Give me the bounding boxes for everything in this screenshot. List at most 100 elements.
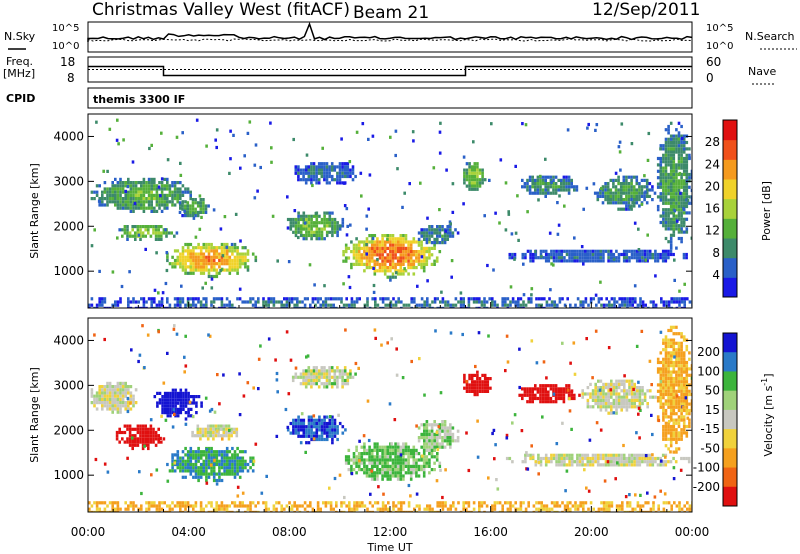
heatmap-cell [111,397,114,401]
heatmap-cell [662,166,665,170]
heatmap-cell [163,407,167,411]
heatmap-cell [376,246,379,250]
heatmap-cell [667,249,670,253]
heatmap-cell [205,242,208,247]
heatmap-cell [594,252,597,257]
heatmap-cell [348,504,351,508]
heatmap-cell [662,185,665,189]
heatmap-cell [478,184,482,188]
heatmap-cell [355,130,359,134]
heatmap-cell [399,464,403,468]
heatmap-cell [333,378,337,383]
heatmap-cell [389,448,392,452]
heatmap-cell [129,385,133,389]
heatmap-cell [215,268,219,272]
heatmap-cell [669,160,673,164]
heatmap-cell [669,192,673,196]
heatmap-cell [150,504,153,508]
heatmap-cell [643,252,647,257]
heatmap-cell [630,178,633,182]
heatmap-cell [504,300,507,304]
heatmap-cell [583,249,587,253]
heatmap-cell [297,171,300,175]
heatmap-cell [534,396,537,401]
heatmap-cell [320,162,324,166]
heatmap-cell [543,297,546,301]
heatmap-cell [352,253,356,257]
heatmap-cell [555,249,558,253]
heatmap-cell [306,504,309,508]
heatmap-cell [389,237,392,241]
heatmap-cell [297,425,300,429]
heatmap-cell [468,377,471,381]
heatmap-cell [228,466,232,470]
heatmap-cell [142,190,146,194]
heatmap-cell [381,471,384,475]
heatmap-cell [680,220,683,225]
heatmap-cell [483,377,487,381]
heatmap-cell [150,193,153,197]
heatmap-cell [558,504,562,508]
heatmap-cell [368,474,371,478]
heatmap-cell [361,501,364,505]
heatmap-cell [602,507,606,511]
heatmap-cell [315,233,319,238]
heatmap-cell [641,392,644,396]
heatmap-cell [366,507,369,511]
heatmap-cell [656,357,660,361]
heatmap-cell [223,504,226,508]
heatmap-cell [656,195,660,199]
heatmap-cell [317,168,321,172]
heatmap-cell [147,443,150,447]
heatmap-cell [182,407,185,411]
heatmap-cell [531,178,534,182]
heatmap-cell [524,510,528,512]
heatmap-cell [184,475,187,479]
heatmap-cell [509,510,512,512]
heatmap-cell [210,446,213,451]
heatmap-cell [596,259,600,263]
heatmap-cell [241,246,245,250]
heatmap-cell [664,252,668,257]
heatmap-cell [662,144,665,148]
heatmap-cell [686,507,689,511]
heatmap-cell [638,191,641,195]
heatmap-cell [557,185,560,189]
heatmap-cell [88,507,91,511]
beam-label: Beam 21 [353,3,429,23]
heatmap-cell [436,442,439,446]
heatmap-cell [404,445,408,449]
heatmap-cell [596,252,600,257]
heatmap-cell [557,223,561,227]
heatmap-cell [685,217,689,221]
heatmap-cell [202,297,205,301]
heatmap-cell [430,439,434,443]
heatmap-cell [320,375,324,379]
heatmap-cell [194,255,198,259]
heatmap-cell [238,265,242,269]
heatmap-cell [363,458,366,462]
heatmap-cell [331,221,334,225]
heatmap-cell [315,214,319,218]
heatmap-cell [672,182,676,186]
heatmap-cell [111,197,114,201]
heatmap-cell [613,303,616,307]
heatmap-cell [506,501,510,505]
heatmap-cell [318,214,321,218]
heatmap-cell [677,140,681,145]
heatmap-cell [381,510,385,512]
heatmap-cell [396,269,400,273]
heatmap-cell [330,168,334,172]
heatmap-cell [594,256,597,260]
heatmap-cell [192,462,195,467]
heatmap-cell [154,434,158,438]
heatmap-cell [315,230,319,234]
heatmap-cell [142,197,146,201]
heatmap-cell [483,214,486,218]
heatmap-cell [589,501,593,505]
heatmap-cell [121,385,125,389]
heatmap-cell [212,249,216,253]
heatmap-cell [617,382,621,386]
heatmap-cell [285,297,289,301]
heatmap-cell [389,253,392,257]
